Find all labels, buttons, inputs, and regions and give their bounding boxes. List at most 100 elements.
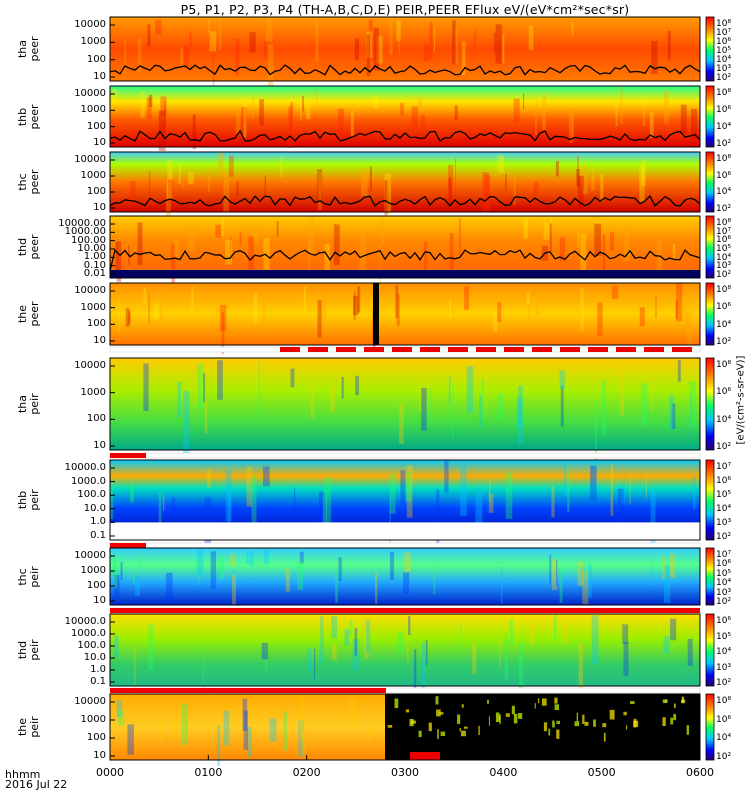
colorbar-thd-peer	[705, 215, 715, 279]
spectrogram-texture	[579, 567, 586, 586]
spectrogram-texture	[580, 233, 587, 276]
spectrogram-texture	[153, 303, 159, 320]
spectrogram-texture	[317, 300, 322, 338]
spectrogram-texture	[671, 403, 676, 429]
sparse-counts	[511, 705, 515, 715]
spectrogram-texture	[592, 164, 594, 180]
spectrogram-texture	[243, 97, 247, 138]
y-tick-label: 10	[93, 440, 106, 451]
spectrogram-texture	[479, 394, 482, 429]
spectrogram-texture	[230, 237, 231, 258]
low-energy-band	[110, 270, 700, 278]
spectrogram-texture	[262, 291, 266, 332]
y-tick-label: 100	[86, 580, 106, 591]
spacecraft-potential-line	[109, 195, 701, 207]
spectrogram-texture	[655, 296, 657, 318]
panel-label: thc peir	[16, 562, 41, 592]
sparse-counts	[459, 728, 461, 732]
panel-species-label: peer	[28, 169, 41, 195]
spectrogram-texture	[623, 641, 629, 676]
panel-label: tha peer	[16, 34, 41, 64]
panel-label: thc peer	[16, 167, 41, 197]
spectrogram-texture	[559, 370, 565, 389]
spectrogram-texture	[331, 644, 337, 661]
sparse-counts	[574, 721, 580, 727]
flag-bar-segment	[588, 347, 608, 352]
spectrogram-texture	[685, 311, 689, 337]
spectrogram-texture	[146, 97, 152, 119]
spectrogram-texture	[302, 724, 305, 755]
flag-bar-segment	[308, 347, 328, 352]
panel-thd-peir	[109, 613, 715, 697]
spectrogram-texture	[288, 106, 292, 148]
x-tick-label: 0000	[96, 766, 124, 779]
spectrogram-texture	[474, 29, 476, 47]
panel-the-peir	[109, 693, 715, 766]
colorbar-tick-label: 10³	[716, 518, 732, 528]
spectrogram-texture	[389, 551, 395, 580]
spectrogram-texture	[246, 466, 253, 507]
spectrogram-texture	[543, 222, 550, 240]
spectrogram-texture	[217, 725, 221, 766]
spectrogram-texture	[499, 639, 501, 669]
spectrogram-texture	[217, 152, 224, 175]
spectrogram-texture	[686, 311, 693, 346]
y-tick-label: 10	[93, 202, 106, 213]
spectrogram-texture	[376, 35, 383, 64]
spectrogram-texture	[242, 698, 248, 731]
spectrogram-texture	[225, 239, 232, 265]
spectrogram-texture	[290, 368, 295, 388]
colorbar-tick-label: 10²	[716, 73, 732, 83]
y-tick-label: 10.0	[83, 652, 106, 663]
spectrogram-texture	[127, 724, 134, 755]
spectrogram-texture	[676, 283, 683, 322]
spectrogram-texture	[177, 381, 182, 418]
sparse-counts	[552, 721, 555, 728]
y-tick-label: 1000	[80, 565, 106, 576]
spectrogram-texture	[578, 175, 584, 209]
sparse-counts	[461, 730, 466, 737]
spectrogram-texture	[554, 614, 557, 640]
sparse-counts	[670, 717, 674, 725]
spectrogram-texture	[523, 218, 528, 239]
spectrogram-texture	[366, 31, 373, 59]
spectrogram-texture	[424, 241, 428, 270]
y-tick-label: 10000.00	[58, 218, 106, 229]
spectrogram-texture	[303, 286, 306, 315]
spectrogram-texture	[693, 476, 696, 510]
spectrogram-texture	[188, 223, 195, 251]
quality-flag-bar	[109, 452, 701, 459]
spectrogram-texture	[320, 616, 324, 663]
spectrogram-texture	[563, 618, 568, 644]
spectrogram-texture	[460, 620, 462, 664]
colorbar-tick-label: 10⁵	[716, 244, 732, 254]
spectrogram-texture	[319, 294, 327, 329]
spectrogram-texture	[403, 572, 410, 594]
spectrogram-texture	[204, 497, 212, 546]
spectrogram-texture	[183, 45, 189, 67]
sparse-counts	[602, 723, 607, 728]
spectrogram-texture	[595, 401, 598, 464]
spectrogram-texture	[139, 551, 141, 568]
spectrogram-texture	[421, 114, 426, 130]
spectrogram-texture	[129, 181, 136, 199]
colorbar-tick-label: 10⁸	[716, 285, 732, 295]
spectrogram-texture	[560, 385, 564, 427]
sparse-counts	[576, 712, 578, 722]
spectrogram-thd-peir	[110, 614, 700, 686]
spectrogram-texture	[196, 549, 204, 575]
colorbar-tha-peer	[705, 16, 715, 82]
spectrogram-texture	[462, 41, 466, 75]
spectrogram-texture	[400, 102, 404, 116]
flag-bar-segment	[476, 347, 496, 352]
spectrogram-texture	[264, 175, 266, 196]
spectrogram-texture	[188, 172, 194, 185]
spectrogram-texture	[198, 561, 200, 586]
flag-bar-segment	[110, 688, 386, 693]
y-tick-label: 100	[86, 53, 106, 65]
spectrogram-texture	[208, 19, 210, 34]
spectrogram-texture	[114, 574, 120, 598]
spectrogram-texture	[251, 475, 257, 529]
spectrogram-texture	[559, 568, 563, 603]
spectrogram-texture	[333, 224, 340, 265]
